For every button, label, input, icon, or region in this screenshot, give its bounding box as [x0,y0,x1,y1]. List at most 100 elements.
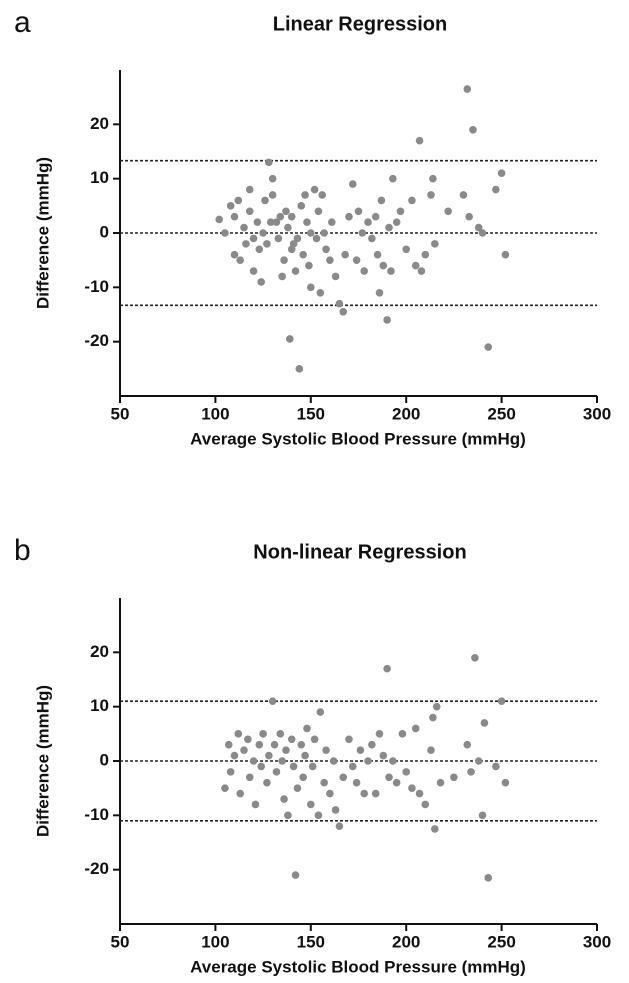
point [421,800,430,809]
point [265,751,273,760]
point [408,784,416,792]
point [432,702,441,711]
y-tick-label: 10 [90,168,109,187]
point [484,874,493,882]
point [327,218,336,226]
y-tick-label: 20 [90,114,109,133]
point [417,267,426,275]
point [255,245,264,254]
point [385,223,393,232]
point [387,267,395,275]
x-tick-label: 250 [487,932,515,951]
point [360,267,369,275]
point [278,272,286,281]
point [320,778,328,787]
point [268,697,277,706]
point [307,283,315,292]
x-tick-label: 200 [392,404,420,423]
point [436,778,445,787]
point [392,218,401,226]
point [255,740,264,749]
point [383,664,391,673]
point [371,789,380,798]
point [345,735,353,744]
point [282,746,290,754]
point [444,207,452,216]
point [230,212,239,221]
point [221,229,229,237]
point [402,245,411,254]
point [375,730,384,738]
point [257,278,265,286]
point [295,365,304,373]
point [474,223,483,232]
point [415,789,424,798]
point [377,196,386,205]
point [335,299,344,308]
point [480,719,489,727]
point [314,207,323,216]
x-tick-label: 50 [111,932,130,951]
point [411,261,420,270]
point [307,800,315,809]
x-tick-label: 250 [487,404,515,423]
point [492,185,500,194]
point [383,316,391,324]
point [280,795,288,803]
panel-label: a [14,6,31,39]
point [291,267,300,275]
point [286,335,294,343]
y-tick-label: -10 [84,277,109,296]
point [291,871,300,879]
point [310,735,319,744]
point [318,191,327,199]
y-tick-label: 20 [90,642,109,661]
point [345,212,353,221]
point [429,174,437,183]
point [364,757,372,765]
y-tick-label: -10 [84,805,109,824]
point [240,746,248,754]
point [463,740,472,749]
point [465,212,473,221]
point [274,234,283,243]
point [303,724,311,733]
point [389,174,397,183]
y-tick-label: -20 [84,859,109,878]
point [305,261,313,270]
point [348,180,357,188]
point [478,811,487,820]
point [497,697,506,706]
point [249,234,258,243]
point [408,196,416,205]
point [326,256,334,264]
point [348,762,357,771]
chart-title: Non-linear Regression [253,541,466,563]
x-tick-label: 150 [297,404,325,423]
point [278,757,286,765]
point [402,768,411,776]
point [411,724,420,733]
point [308,762,317,771]
point [497,169,506,178]
point [234,196,243,205]
point [431,825,439,833]
point [341,250,349,259]
point [236,256,245,264]
point [301,191,309,199]
x-tick-label: 300 [583,404,611,423]
point [421,250,430,259]
point [287,735,296,744]
point [398,730,407,738]
point [253,218,262,226]
point [354,207,363,216]
point [249,757,258,765]
point [322,245,330,254]
point [364,218,372,226]
point [245,207,254,216]
point [226,202,235,210]
point [236,789,245,798]
point [259,229,267,237]
point [379,261,388,270]
point [467,768,475,776]
